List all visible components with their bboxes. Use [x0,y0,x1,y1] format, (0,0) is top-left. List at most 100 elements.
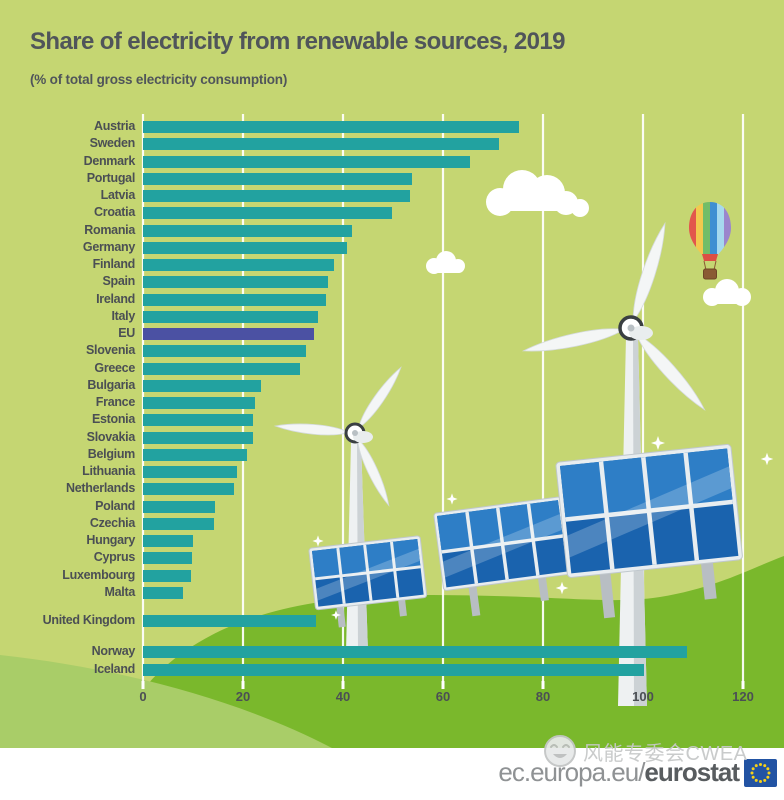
footer-link[interactable]: ec.europa.eu/eurostat [498,757,740,788]
value-bar [143,310,318,323]
country-label: Austria [94,119,135,133]
value-bar [143,362,300,375]
value-bar [143,293,326,306]
value-bar [143,397,255,409]
value-bar [143,259,334,271]
bar-row-ireland: Ireland [0,292,784,306]
country-label: Italy [111,308,135,323]
value-bar [143,448,247,461]
value-bar [143,663,644,676]
footer-url-domain: ec.europa.eu/ [498,757,645,787]
country-label: Romania [84,222,135,237]
country-label: Greece [94,360,135,375]
bar-row-denmark: Denmark [0,153,784,168]
bar-row-lithuania: Lithuania [0,464,784,478]
country-label: France [95,395,136,409]
country-label: Estonia [91,412,135,427]
country-label: Hungary [86,533,135,547]
value-bar [143,414,253,427]
bar-row-poland: Poland [0,498,784,513]
country-label: Croatia [94,205,135,220]
value-bar [143,224,352,237]
country-label: EU [118,326,135,340]
bar-row-norway: Norway [0,644,784,659]
bar-row-romania: Romania [0,222,784,237]
value-bar [143,517,214,530]
bar-row-italy: Italy [0,308,784,323]
value-bar [143,138,499,151]
country-label: Belgium [87,446,136,461]
bar-row-austria: Austria [0,119,784,133]
country-label: Czechia [89,515,135,530]
eu-flag-logo [744,758,777,787]
value-bar [143,483,234,496]
country-label: Finland [92,257,136,271]
bar-row-france: France [0,395,784,409]
country-label: Denmark [83,153,136,168]
country-label: Poland [95,498,135,513]
bar-row-czechia: Czechia [0,515,784,530]
bar-row-portugal: Portugal [0,171,784,185]
bar-row-slovenia: Slovenia [0,343,784,358]
bar-row-malta: Malta [0,584,784,599]
country-label: Cyprus [93,550,136,565]
x-axis: 0 20 40 60 80 100 120 [0,689,784,707]
bar-row-latvia: Latvia [0,188,784,202]
value-bar [143,172,412,185]
bar-row-luxembourg: Luxembourg [0,568,784,582]
bar-row-eu: EU [0,326,784,340]
x-tick-label: 20 [235,689,251,704]
country-label: Sweden [89,136,136,151]
smiley-icon [544,735,576,767]
x-tick-label: 40 [335,689,351,704]
bar-row-greece: Greece [0,360,784,375]
page-subtitle: (% of total gross electricity consumptio… [30,72,288,87]
x-tick-label: 60 [435,689,451,704]
solar-panel-small-icon [308,535,428,628]
footer: ec.europa.eu/eurostat [0,748,784,800]
country-label: Norway [91,644,136,659]
value-bar [143,586,183,599]
bar-row-croatia: Croatia [0,205,784,220]
cloud-icon [703,279,751,306]
value-bar [143,241,347,254]
cloud-icon [486,170,589,217]
country-label: Spain [102,274,135,289]
watermark-text: 风能专委会CWEA [583,742,748,765]
value-bar [143,431,253,444]
bar-row-sweden: Sweden [0,136,784,151]
value-bar [143,121,519,133]
x-tick-label: 0 [139,689,147,704]
country-label: Netherlands [66,481,135,496]
bar-row-belgium: Belgium [0,446,784,461]
value-bar [143,646,687,659]
bar-row-netherlands: Netherlands [0,481,784,496]
country-label: Iceland [94,661,135,676]
x-tick-label: 100 [632,689,654,704]
x-tick-label: 120 [732,689,754,704]
country-label: United Kingdom [42,613,136,627]
bar-row-estonia: Estonia [0,412,784,427]
country-label: Latvia [100,188,136,202]
value-bar [143,535,193,547]
bar-row-hungary: Hungary [0,533,784,547]
value-bar [143,276,328,289]
hot-air-balloon-icon [689,202,731,280]
value-bar [143,207,392,220]
country-label: Slovenia [85,343,135,358]
value-bar [143,345,306,358]
value-bar [143,615,316,627]
country-label: Malta [104,584,136,599]
bar-row-iceland: Iceland [0,661,784,676]
bar-chart: Austria Sweden Denmark Portugal Latvia Croati… [0,119,784,676]
bar-row-united-kingdom: United Kingdom [0,613,784,627]
x-tick-label: 80 [535,689,551,704]
bar-row-slovakia: Slovakia [0,430,784,444]
value-bar [143,500,215,513]
value-bar [143,190,410,202]
footer-url-eurostat: eurostat [644,757,740,787]
cloud-icon [426,251,465,274]
value-bar [143,552,192,565]
